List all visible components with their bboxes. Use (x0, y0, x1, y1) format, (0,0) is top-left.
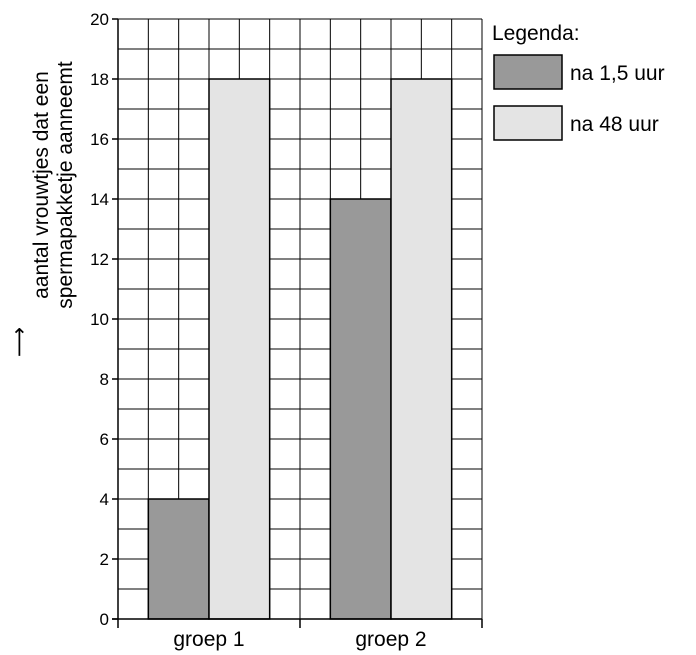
bar-1-series-2 (208, 78, 271, 620)
y-tick-label: 20 (90, 10, 109, 29)
legend-label: na 1,5 uur (570, 62, 665, 85)
y-tick-label: 18 (90, 70, 109, 89)
y-tick-label: 0 (100, 610, 109, 629)
y-tick-label: 10 (90, 310, 109, 329)
legend-swatch (493, 54, 563, 90)
legend-title: Legenda: (492, 22, 580, 45)
legend-swatch (493, 105, 563, 141)
bar-1-series-1 (147, 498, 210, 620)
y-axis-arrow-icon: ⟶ (8, 327, 31, 357)
y-ticks: 0 2 4 6 8 10 12 14 16 18 20 (90, 10, 118, 629)
x-category-label: groep 1 (173, 628, 244, 651)
bar-2-series-2 (390, 78, 453, 620)
y-tick-label: 16 (90, 130, 109, 149)
y-axis-label-line-1: aantal vrouwtjes dat een (30, 71, 53, 299)
y-tick-label: 4 (100, 490, 109, 509)
y-tick-label: 12 (90, 250, 109, 269)
y-tick-label: 14 (90, 190, 109, 209)
y-axis-label: aantal vrouwtjes dat een spermapakketje … (30, 61, 77, 309)
y-tick-label: 8 (100, 370, 109, 389)
legend-label: na 48 uur (570, 113, 659, 136)
bars (147, 78, 453, 620)
x-category-label: groep 2 (355, 628, 426, 651)
legend: Legenda: na 1,5 uur na 48 uur (492, 22, 665, 141)
bar-2-series-1 (329, 198, 392, 620)
y-tick-label: 2 (100, 550, 109, 569)
y-tick-label: 6 (100, 430, 109, 449)
y-axis-label-line-2: spermapakketje aanneemt (54, 61, 77, 309)
x-categories: groep 1 groep 2 (173, 628, 426, 651)
